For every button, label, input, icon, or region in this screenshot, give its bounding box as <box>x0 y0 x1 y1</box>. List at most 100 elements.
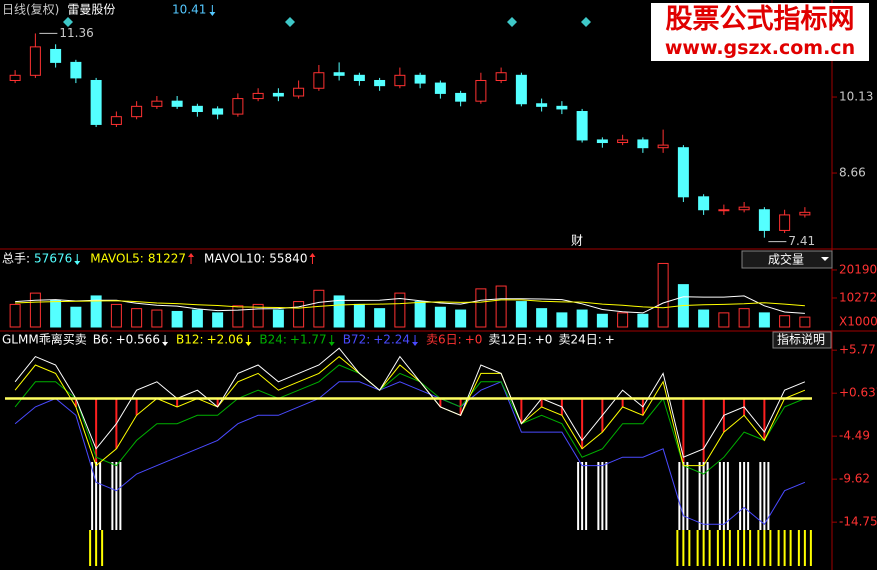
candle-body <box>212 108 224 115</box>
diamond <box>285 17 295 27</box>
chart-subtitle: 雷曼股份 <box>67 3 115 17</box>
y-tick-label: 8.66 <box>839 166 866 180</box>
volume-bar <box>110 303 122 328</box>
candle-body <box>272 92 284 97</box>
volume-bar <box>799 316 811 328</box>
volume-bar <box>374 308 386 328</box>
ma-line <box>15 295 805 314</box>
candle-body <box>556 105 568 110</box>
candle-body <box>171 100 183 107</box>
volume-bar <box>212 312 224 328</box>
candle-body <box>596 139 608 144</box>
watermark-title: 股票公式指标网 <box>665 4 855 35</box>
chart-title: GLMM乖离买卖 <box>2 332 87 347</box>
volume-bar <box>576 309 588 328</box>
volume-bar <box>556 312 568 328</box>
candle-body <box>718 209 730 212</box>
candle-body <box>151 100 163 107</box>
legend-value: 55840 <box>269 252 307 266</box>
candle-body <box>353 74 365 81</box>
diamond <box>63 17 73 27</box>
y-tick-label: +5.77 <box>839 343 876 357</box>
legend-label: MAVOL10: <box>204 252 265 266</box>
arrow <box>245 342 252 346</box>
candle-body <box>191 105 203 113</box>
chart-title: 日线(复权) <box>2 3 59 17</box>
arrow <box>162 342 169 346</box>
candle-body <box>495 72 507 81</box>
volume-bar <box>414 301 426 328</box>
volume-bar <box>536 308 548 328</box>
candle-body <box>333 72 345 76</box>
arrow <box>74 261 81 265</box>
candle-body <box>677 147 689 198</box>
volume-bar <box>596 313 608 328</box>
candle-body <box>293 87 305 97</box>
legend-label: B24: <box>259 333 287 347</box>
y-tick-label: 10.13 <box>839 90 873 104</box>
diamond <box>507 17 517 27</box>
volume-bar <box>313 289 325 328</box>
markers <box>63 17 591 27</box>
candle-body <box>779 214 791 231</box>
candle-body <box>475 79 487 102</box>
legend-value: +0 <box>535 333 553 347</box>
volume-bar <box>475 288 487 328</box>
volume-bar <box>495 285 507 328</box>
dropdown-label: 成交量 <box>768 252 804 267</box>
candle-body <box>515 74 527 105</box>
volume-bar <box>171 310 183 328</box>
volume-bar <box>29 292 41 328</box>
candle-body <box>394 74 406 87</box>
button[interactable] <box>772 331 832 349</box>
legend-label: 卖6日: <box>426 333 462 347</box>
legend-value: + <box>605 333 615 347</box>
volume-bar <box>353 303 365 328</box>
volume-bar <box>333 295 345 328</box>
legend-value: +2.24 <box>373 333 410 347</box>
ma-line <box>15 299 805 309</box>
watermark: 股票公式指标网 www.gszx.com.cn <box>651 3 869 61</box>
volume-bar <box>637 313 649 328</box>
y-tick-label: -14.75 <box>839 515 877 529</box>
annotation: 财 <box>571 234 583 248</box>
volume-bar <box>293 301 305 328</box>
arrow <box>309 253 316 257</box>
volume-bar <box>698 309 710 328</box>
indicator-line <box>14 347 806 458</box>
y-tick-label: +0.637 <box>839 386 877 400</box>
candle-body <box>70 61 82 79</box>
candle-body <box>576 111 588 141</box>
watermark-url: www.gszx.com.cn <box>664 37 856 59</box>
volume-bar <box>434 306 446 328</box>
candle-body <box>232 98 244 115</box>
legend-label: B72: <box>343 333 371 347</box>
candle-body <box>738 206 750 211</box>
legend-value: 57676 <box>34 252 72 266</box>
candle-body <box>698 196 710 211</box>
axis-label: X1000 <box>839 315 877 329</box>
y-tick-label: 20190 <box>839 262 877 276</box>
arrow <box>188 253 195 257</box>
volume-bar <box>50 299 62 328</box>
candle-body <box>9 74 21 81</box>
candle-body <box>110 116 122 125</box>
volume-bar <box>232 305 244 328</box>
dropdown[interactable] <box>741 250 833 269</box>
legend-label: B12: <box>176 333 204 347</box>
indicator-line <box>14 364 806 475</box>
legend-label: B6: <box>93 333 113 347</box>
volume-bar <box>70 306 82 328</box>
legend-label: 总手: <box>2 252 30 266</box>
candle-body <box>617 139 629 144</box>
candle-body <box>29 46 41 76</box>
indicator-line <box>14 381 806 526</box>
candle-body <box>90 79 102 125</box>
legend-value: +0.566 <box>116 333 160 347</box>
candle-body <box>50 48 62 63</box>
volume-bar <box>515 301 527 328</box>
candle-body <box>455 92 467 102</box>
legend-label: MAVOL5: <box>90 252 144 266</box>
